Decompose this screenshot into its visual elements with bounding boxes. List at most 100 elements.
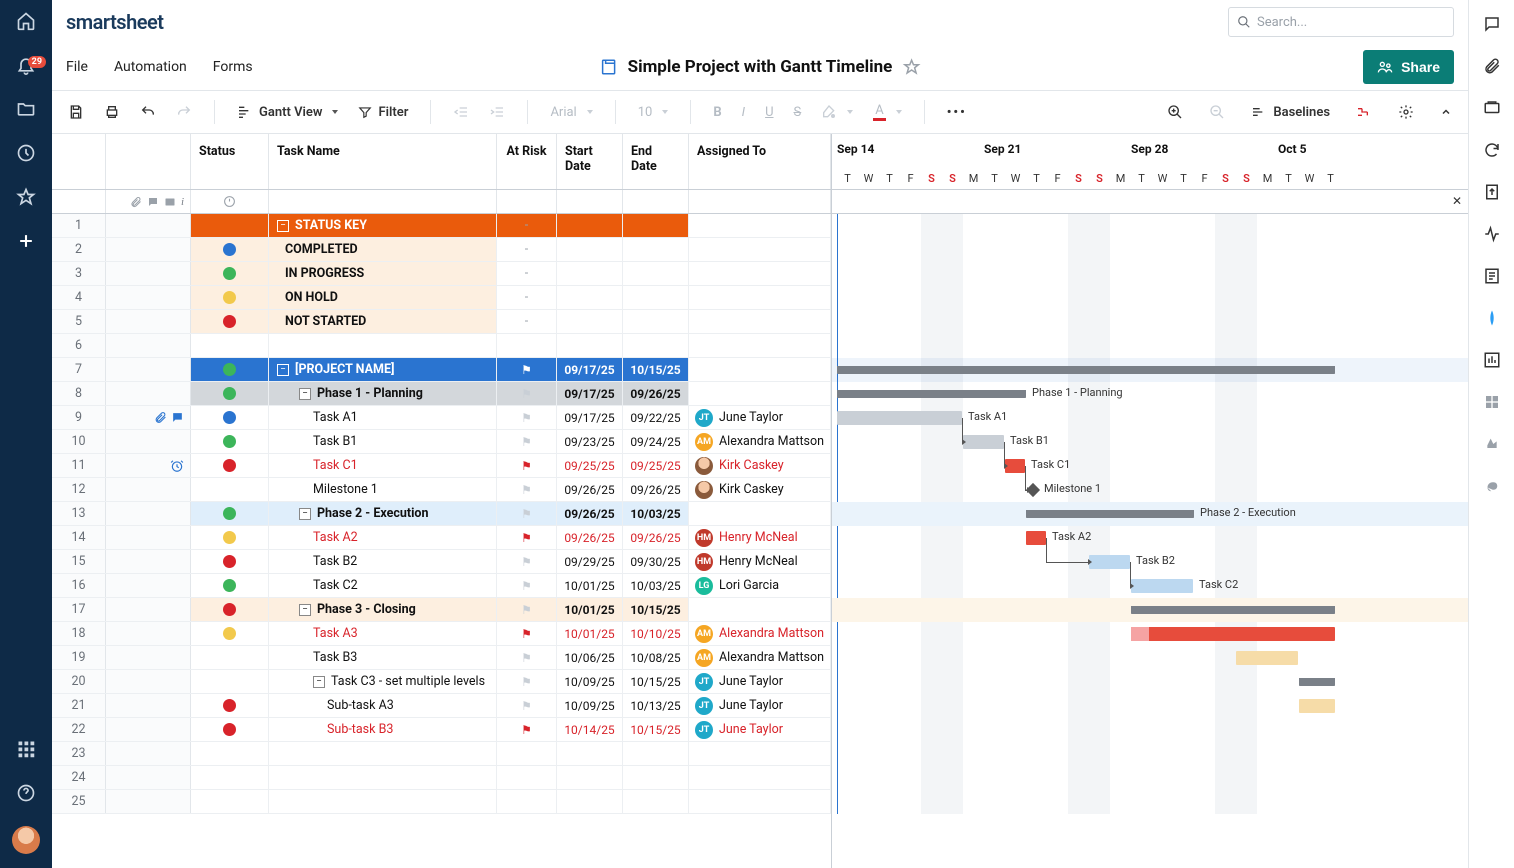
table-row[interactable]: 3IN PROGRESS-: [52, 262, 831, 286]
risk-flag-icon[interactable]: ⚑: [521, 675, 532, 689]
attachment-icon[interactable]: [154, 411, 167, 424]
table-row[interactable]: 24: [52, 766, 831, 790]
col-header-end[interactable]: End Date: [623, 134, 689, 189]
risk-flag-icon[interactable]: ⚑: [521, 531, 532, 545]
filter-button[interactable]: Filter: [352, 98, 414, 126]
risk-flag-icon[interactable]: ⚑: [521, 387, 532, 401]
update-requests-icon[interactable]: [1482, 140, 1502, 160]
gantt-task-bar[interactable]: [1299, 699, 1335, 713]
gantt-task-bar[interactable]: [1131, 579, 1193, 593]
search-input[interactable]: Search...: [1228, 7, 1454, 37]
attachment-header-icon[interactable]: [130, 196, 142, 208]
col-header-risk[interactable]: At Risk: [497, 134, 557, 189]
risk-flag-icon[interactable]: ⚑: [521, 507, 532, 521]
table-row[interactable]: 11Task C1⚑09/25/2509/25/25Kirk Caskey: [52, 454, 831, 478]
gantt-task-bar[interactable]: [1131, 627, 1335, 641]
fill-color-icon[interactable]: [815, 98, 859, 126]
expander-icon[interactable]: −: [299, 508, 311, 520]
table-row[interactable]: 22Sub-task B3⚑10/14/2510/15/25JTJune Tay…: [52, 718, 831, 742]
more-icon[interactable]: •••: [941, 98, 973, 126]
risk-flag-icon[interactable]: ⚑: [521, 651, 532, 665]
attachments-icon[interactable]: [1482, 56, 1502, 76]
gantt-task-bar[interactable]: [1236, 651, 1298, 665]
redo-icon[interactable]: [170, 98, 198, 126]
table-row[interactable]: 7−[PROJECT NAME]⚑09/17/2510/15/25: [52, 358, 831, 382]
conversations-icon[interactable]: [1482, 14, 1502, 34]
underline-icon[interactable]: U: [759, 98, 779, 126]
risk-flag-icon[interactable]: ⚑: [521, 435, 532, 449]
table-row[interactable]: 4ON HOLD-: [52, 286, 831, 310]
table-row[interactable]: 23: [52, 742, 831, 766]
gantt-task-bar[interactable]: [1005, 459, 1025, 473]
font-family-select[interactable]: Arial: [544, 105, 598, 120]
doc-title[interactable]: Simple Project with Gantt Timeline: [628, 57, 893, 77]
table-row[interactable]: 13−Phase 2 - Execution⚑09/26/2510/03/25: [52, 502, 831, 526]
proofs-icon[interactable]: [1482, 98, 1502, 118]
table-row[interactable]: 18Task A3⚑10/01/2510/10/25AMAlexandra Ma…: [52, 622, 831, 646]
table-row[interactable]: 2COMPLETED-: [52, 238, 831, 262]
comment-header-icon[interactable]: [147, 196, 159, 208]
expander-icon[interactable]: −: [299, 604, 311, 616]
proof-header-icon[interactable]: [164, 196, 176, 208]
bold-icon[interactable]: B: [707, 98, 727, 126]
menu-forms[interactable]: Forms: [213, 59, 253, 75]
risk-flag-icon[interactable]: ⚑: [521, 699, 532, 713]
table-row[interactable]: 1−STATUS KEY-: [52, 214, 831, 238]
outdent-icon[interactable]: [447, 98, 475, 126]
risk-flag-icon[interactable]: ⚑: [521, 627, 532, 641]
formatting-icon[interactable]: [1482, 392, 1502, 412]
brandfolder-icon[interactable]: [1482, 308, 1502, 328]
table-row[interactable]: 16Task C2⚑10/01/2510/03/25LGLori Garcia: [52, 574, 831, 598]
share-button[interactable]: Share: [1363, 50, 1454, 84]
expander-icon[interactable]: −: [299, 388, 311, 400]
col-header-start[interactable]: Start Date: [557, 134, 623, 189]
table-row[interactable]: 8−Phase 1 - Planning⚑09/17/2509/26/25: [52, 382, 831, 406]
apps-icon[interactable]: [15, 738, 37, 760]
risk-flag-icon[interactable]: ⚑: [521, 579, 532, 593]
gantt-task-bar[interactable]: [963, 435, 1004, 449]
col-header-task[interactable]: Task Name: [269, 134, 497, 189]
gantt-summary-bar[interactable]: [837, 366, 1335, 374]
connections-icon[interactable]: [1482, 476, 1502, 496]
gantt-summary-bar[interactable]: [1026, 510, 1194, 518]
settings-gear-icon[interactable]: [1392, 98, 1420, 126]
activity-log-icon[interactable]: [1482, 224, 1502, 244]
table-row[interactable]: 17−Phase 3 - Closing⚑10/01/2510/15/25: [52, 598, 831, 622]
user-avatar[interactable]: [12, 826, 40, 854]
status-header-icon[interactable]: [223, 195, 236, 208]
favorites-icon[interactable]: [15, 186, 37, 208]
risk-flag-icon[interactable]: ⚑: [521, 459, 532, 473]
publish-icon[interactable]: [1482, 182, 1502, 202]
table-row[interactable]: 25: [52, 790, 831, 814]
home-icon[interactable]: [15, 10, 37, 32]
table-row[interactable]: 9Task A1⚑09/17/2509/22/25JTJune Taylor: [52, 406, 831, 430]
gantt-task-bar[interactable]: [837, 411, 962, 425]
summary-icon[interactable]: [1482, 266, 1502, 286]
gantt-close-icon[interactable]: ✕: [1452, 194, 1462, 208]
gantt-task-bar[interactable]: [1026, 531, 1046, 545]
critical-path-icon[interactable]: [1350, 98, 1378, 126]
risk-flag-icon[interactable]: ⚑: [521, 483, 532, 497]
zoom-in-icon[interactable]: [1161, 98, 1189, 126]
print-icon[interactable]: [98, 98, 126, 126]
text-color-icon[interactable]: A: [867, 98, 907, 126]
risk-flag-icon[interactable]: ⚑: [521, 555, 532, 569]
view-selector[interactable]: Gantt View: [231, 98, 344, 126]
undo-icon[interactable]: [134, 98, 162, 126]
expander-icon[interactable]: −: [313, 676, 325, 688]
recents-icon[interactable]: [15, 142, 37, 164]
table-row[interactable]: 14Task A2⚑09/26/2509/26/25HMHenry McNeal: [52, 526, 831, 550]
collapse-panel-icon[interactable]: [1434, 98, 1458, 126]
col-header-status[interactable]: Status: [191, 134, 269, 189]
table-row[interactable]: 20−Task C3 - set multiple levels⚑10/09/2…: [52, 670, 831, 694]
risk-flag-icon[interactable]: ⚑: [521, 363, 532, 377]
star-icon[interactable]: [902, 58, 920, 76]
work-insights-icon[interactable]: [1482, 350, 1502, 370]
col-header-assign[interactable]: Assigned To: [689, 134, 831, 189]
table-row[interactable]: 12Milestone 1⚑09/26/2509/26/25Kirk Caske…: [52, 478, 831, 502]
strike-icon[interactable]: S: [788, 98, 808, 126]
risk-flag-icon[interactable]: ⚑: [521, 603, 532, 617]
folder-icon[interactable]: [15, 98, 37, 120]
italic-icon[interactable]: I: [736, 98, 751, 126]
table-row[interactable]: 5NOT STARTED-: [52, 310, 831, 334]
